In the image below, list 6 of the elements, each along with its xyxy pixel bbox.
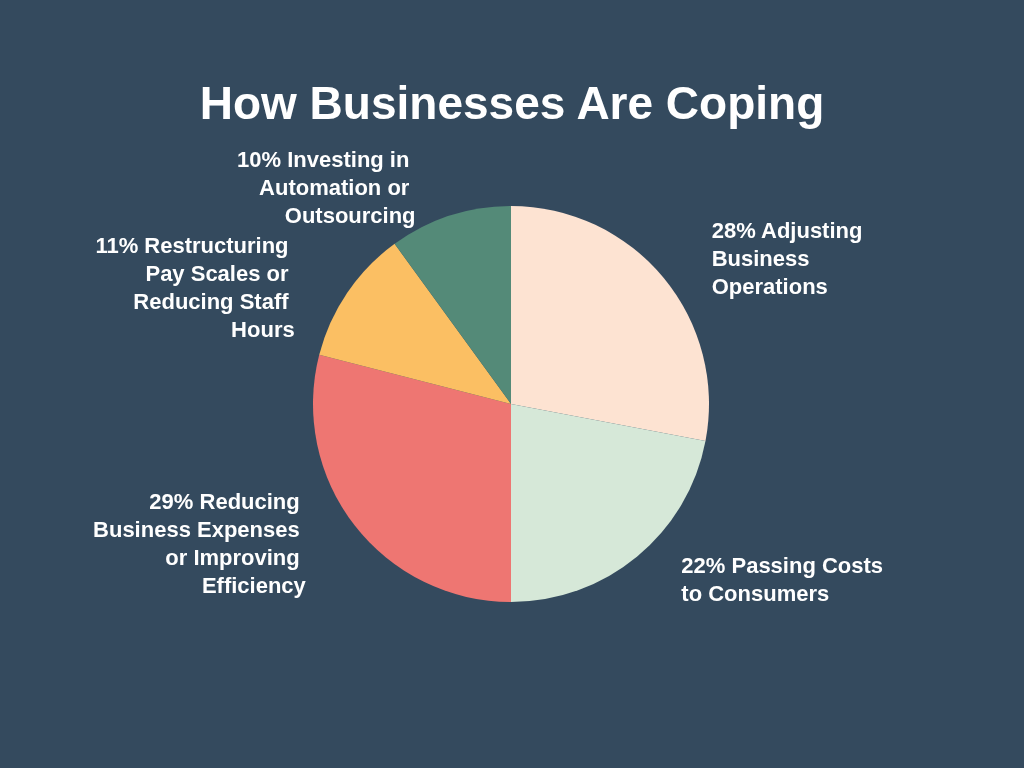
- slice-label: 11% Restructuring Pay Scales or Reducing Staff Hours: [95, 232, 295, 342]
- slice-label: 28% Adjusting Business Operations: [711, 218, 869, 300]
- slice-label: 29% Reducing Business Expenses or Improving Efficiency: [93, 489, 307, 599]
- slice-label: 10% Investing in Automation or Outsourcing: [237, 146, 416, 228]
- slice-label: 22% Passing Costs to Consumers: [681, 553, 890, 607]
- chart-title: How Businesses Are Coping: [199, 77, 825, 129]
